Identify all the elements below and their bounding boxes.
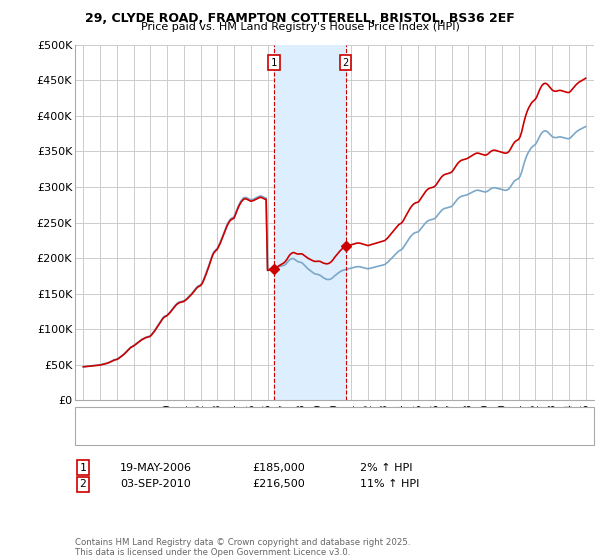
Text: £216,500: £216,500 <box>252 479 305 489</box>
Text: 2: 2 <box>79 479 86 489</box>
Text: £185,000: £185,000 <box>252 463 305 473</box>
Text: HPI: Average price, semi-detached house, South Gloucestershire: HPI: Average price, semi-detached house,… <box>126 431 433 440</box>
Text: 29, CLYDE ROAD, FRAMPTON COTTERELL, BRISTOL, BS36 2EF: 29, CLYDE ROAD, FRAMPTON COTTERELL, BRIS… <box>85 12 515 25</box>
Text: Contains HM Land Registry data © Crown copyright and database right 2025.
This d: Contains HM Land Registry data © Crown c… <box>75 538 410 557</box>
Text: 11% ↑ HPI: 11% ↑ HPI <box>360 479 419 489</box>
Text: 1: 1 <box>79 463 86 473</box>
Text: 03-SEP-2010: 03-SEP-2010 <box>120 479 191 489</box>
Text: 2: 2 <box>343 58 349 68</box>
Text: 19-MAY-2006: 19-MAY-2006 <box>120 463 192 473</box>
Text: 2% ↑ HPI: 2% ↑ HPI <box>360 463 413 473</box>
Text: Price paid vs. HM Land Registry's House Price Index (HPI): Price paid vs. HM Land Registry's House … <box>140 22 460 32</box>
Text: 29, CLYDE ROAD, FRAMPTON COTTERELL, BRISTOL, BS36 2EF (semi-detached house): 29, CLYDE ROAD, FRAMPTON COTTERELL, BRIS… <box>126 414 529 423</box>
Bar <box>274 45 346 400</box>
Text: 1: 1 <box>271 58 277 68</box>
